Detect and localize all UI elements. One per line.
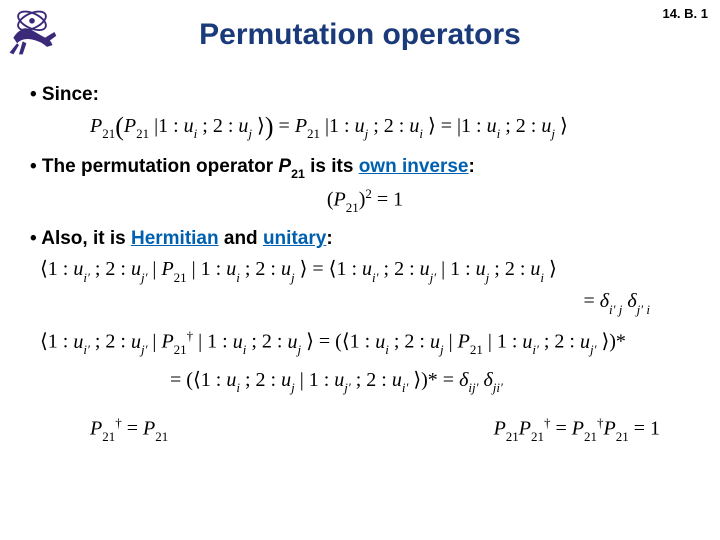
text: • Also, it is (30, 228, 131, 249)
equation-7a: P21† = P21 (90, 415, 168, 444)
text: is its (305, 156, 359, 177)
bullet-hermitian-unitary: • Also, it is Hermitian and unitary: (30, 228, 700, 250)
slide-content: • Since: P21(P21 |1 : ui ; 2 : uj ⟩) = P… (0, 62, 720, 450)
text: P (278, 156, 291, 177)
bullet-own-inverse: • The permutation operator P21 is its ow… (30, 156, 700, 180)
equation-3: ⟨1 : ui′ ; 2 : uj′ | P21 | 1 : ui ; 2 : … (30, 256, 700, 284)
logo-icon (4, 4, 60, 60)
equation-1: P21(P21 |1 : ui ; 2 : uj ⟩) = P21 |1 : u… (30, 112, 700, 142)
equation-7b: P21P21† = P21†P21 = 1 (494, 415, 660, 444)
equation-5: ⟨1 : ui′ ; 2 : uj′ | P21† | 1 : ui ; 2 :… (30, 328, 700, 357)
text: and (219, 228, 263, 249)
text: : (326, 228, 332, 249)
text: • The permutation operator (30, 156, 278, 177)
highlight-hermitian: Hermitian (131, 228, 219, 249)
text: : (469, 156, 475, 177)
text: 21 (291, 167, 305, 181)
bullet-since: • Since: (30, 84, 700, 106)
page-title: Permutation operators (0, 0, 720, 62)
highlight-unitary: unitary (263, 228, 326, 249)
equation-2: (P21)2 = 1 (30, 186, 700, 215)
equation-4: = δi′ j δj′ i (30, 290, 700, 316)
highlight-own-inverse: own inverse (359, 156, 469, 177)
equation-6: = (⟨1 : ui ; 2 : uj | 1 : uj′ ; 2 : ui′ … (30, 367, 700, 395)
page-number: 14. B. 1 (662, 6, 708, 21)
